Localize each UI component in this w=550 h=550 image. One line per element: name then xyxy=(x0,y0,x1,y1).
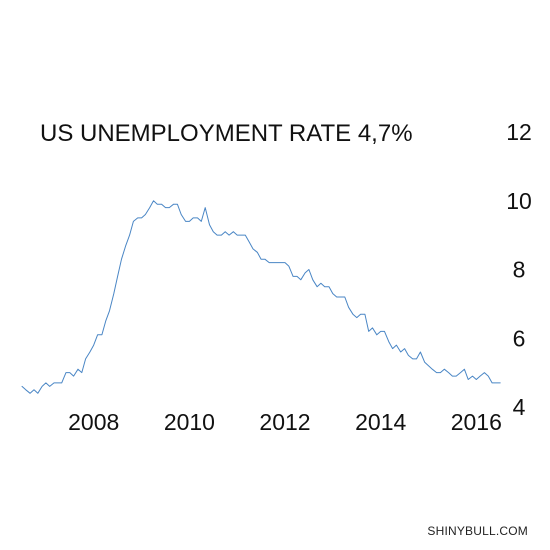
x-tick-label: 2008 xyxy=(68,409,119,435)
x-tick-label: 2016 xyxy=(451,409,502,435)
unemployment-rate-line xyxy=(21,200,501,394)
x-axis-tick-labels: 2008 2010 2012 2014 2016 xyxy=(68,409,502,435)
y-tick-label: 10 xyxy=(506,188,532,214)
x-tick-label: 2010 xyxy=(164,409,215,435)
x-tick-label: 2014 xyxy=(355,409,406,435)
watermark: SHINYBULL.COM xyxy=(427,524,528,538)
y-tick-label: 12 xyxy=(506,119,532,145)
y-tick-label: 4 xyxy=(513,394,526,420)
y-axis-tick-labels: 4 6 8 10 12 xyxy=(506,119,532,420)
y-tick-label: 8 xyxy=(513,257,526,283)
x-tick-label: 2012 xyxy=(259,409,310,435)
chart-title: US UNEMPLOYMENT RATE 4,7% xyxy=(40,120,413,147)
y-tick-label: 6 xyxy=(513,325,526,351)
